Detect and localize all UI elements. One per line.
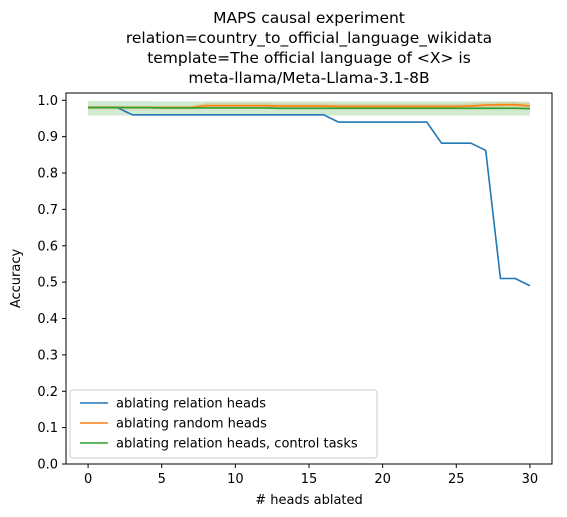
y-axis: 0.0 0.1 0.2 0.3 0.4 0.5 0.6 0.7 0.8 0.9 1.0 [37, 94, 66, 473]
x-tick-label: 10 [227, 472, 244, 487]
y-tick-label: 0.1 [37, 421, 58, 436]
chart-title-line: meta-llama/Meta-Llama-3.1-8B [188, 69, 429, 87]
x-tick-label: 15 [301, 472, 318, 487]
series-lines [88, 103, 531, 287]
y-tick-label: 0.5 [37, 276, 58, 291]
legend-label: ablating relation heads, control tasks [116, 437, 358, 452]
x-axis-label: # heads ablated [255, 493, 363, 508]
y-tick-label: 0.7 [37, 203, 58, 218]
y-tick-label: 0.8 [37, 167, 58, 182]
legend-label: ablating relation heads [116, 397, 266, 412]
y-tick-label: 0.9 [37, 130, 58, 145]
legend-box [69, 389, 378, 459]
x-tick-label: 30 [522, 472, 539, 487]
chart-title-line: template=The official language of <X> is [147, 49, 471, 67]
y-tick-label: 0.2 [37, 385, 58, 400]
chart-title-line: MAPS causal experiment [213, 9, 405, 27]
y-axis-label: Accuracy [9, 249, 24, 309]
y-tick-label: 1.0 [37, 94, 58, 109]
x-tick-label: 25 [448, 472, 465, 487]
y-tick-label: 0.0 [37, 458, 58, 473]
y-tick-label: 0.3 [37, 348, 58, 363]
legend: ablating relation heads ablating random h… [69, 389, 378, 459]
legend-label: ablating random heads [116, 417, 267, 432]
chart-title: MAPS causal experiment relation=country_t… [126, 9, 492, 87]
chart-title-line: relation=country_to_official_language_wi… [126, 29, 492, 48]
x-tick-label: 20 [374, 472, 391, 487]
y-tick-label: 0.4 [37, 312, 58, 327]
series-line-0 [88, 106, 531, 287]
series-line-2 [88, 106, 530, 110]
x-tick-label: 0 [84, 472, 92, 487]
x-axis: 0 5 10 15 20 25 30 [84, 464, 538, 487]
x-tick-label: 5 [158, 472, 166, 487]
y-tick-label: 0.6 [37, 239, 58, 254]
